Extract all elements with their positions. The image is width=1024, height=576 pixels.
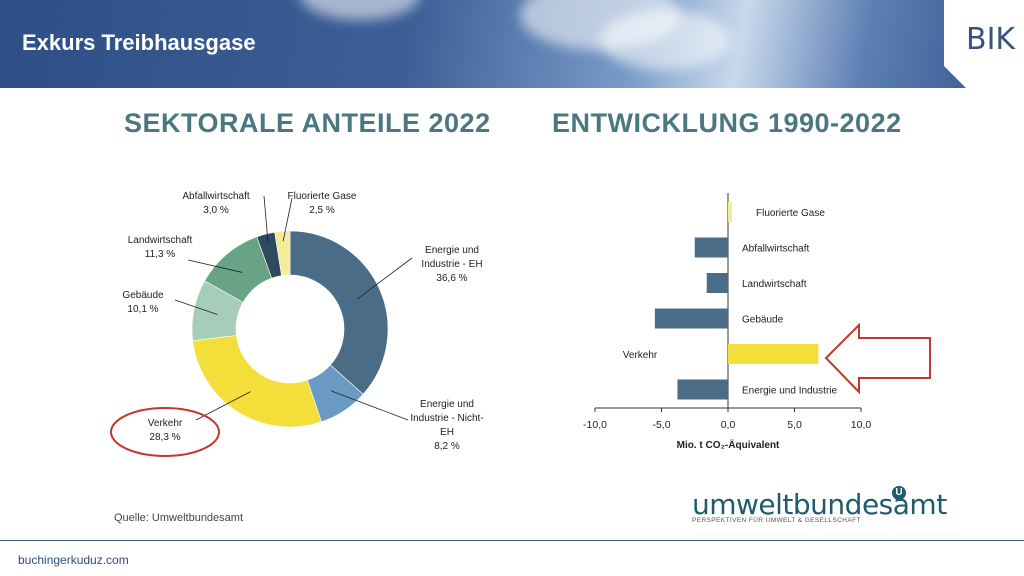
pie-label-line: Gebäude [122,290,164,301]
pie-leader-line [263,195,269,244]
pie-label-verkehr: Verkehr 28,3 % [115,417,215,445]
pie-label-line: 11,3 % [144,249,176,260]
pie-label-line: 8,2 % [434,441,460,452]
bar-category-label: Fluorierte Gase [756,208,825,219]
pie-leader-line [282,197,293,242]
bar-category-label: Gebäude [742,315,784,326]
pie-label-line: 3,0 % [203,205,229,216]
bar-fluorierte-gase [728,202,732,222]
bar-category-label: Energie und Industrie [742,386,838,397]
pie-slice-verkehr [192,335,322,428]
pie-label-line: 36,6 % [436,273,468,284]
page-title: Exkurs Treibhausgase [22,30,256,55]
pie-label-line: Energie und [425,245,479,256]
pie-label-geb-ude: Gebäude 10,1 % [93,289,193,317]
x-tick-label: 10,0 [851,419,872,431]
pie-leader-line [174,299,218,315]
right-section-title: ENTWICKLUNG 1990-2022 [552,108,902,138]
uba-tagline: PERSPEKTIVEN FÜR UMWELT & GESELLSCHAFT [692,517,861,524]
pie-label-line: Fluorierte Gase [287,191,357,202]
pie-label-fluorierte-gase: Fluorierte Gase 2,5 % [272,190,372,218]
bik-logo: BIK [966,22,1016,57]
pie-slice-energie-und-industrie-eh [289,230,389,395]
pie-label-line: Industrie - EH [421,259,483,270]
cloud-decoration [600,10,730,70]
pie-label-line: EH [440,427,454,438]
pie-label-abfallwirtschaft: Abfallwirtschaft 3,0 % [166,190,266,218]
pie-leader-line [330,390,409,421]
pie-label-energie-und-industrie-eh: Energie und Industrie - EH 36,6 % [402,244,502,286]
bar-geb-ude [654,308,728,329]
bar-category-label: Abfallwirtschaft [742,244,809,255]
pie-label-landwirtschaft: Landwirtschaft 11,3 % [110,234,210,262]
logo-badge [944,0,1024,96]
pie-leader-line [187,259,243,273]
x-tick-label: -10,0 [583,419,607,431]
x-axis-label: Mio. t CO₂-Äquivalent [677,438,780,451]
x-tick-label: -5,0 [652,419,670,431]
left-section-title: SEKTORALE ANTEILE 2022 [124,108,491,138]
pie-label-energie-und-industrie-nicht-eh: Energie und Industrie - Nicht- EH 8,2 % [397,398,497,454]
bar-abfallwirtschaft [694,237,728,258]
highlight-ellipse [110,407,220,457]
pie-slice-fluorierte-gase [274,230,291,277]
footer-divider [0,540,1024,541]
uba-logo-mark: U [892,486,906,500]
pie-label-line: 10,1 % [127,304,159,315]
bar-category-label: Verkehr [623,350,658,361]
x-tick-label: 0,0 [721,419,736,431]
bar-category-label: Landwirtschaft [742,279,807,290]
highlight-arrow [824,322,931,395]
bar-landwirtschaft [706,273,728,293]
bar-energie-und-industrie [677,379,728,400]
pie-label-line: 28,3 % [149,432,181,443]
source-note: Quelle: Umweltbundesamt [114,512,244,524]
pie-label-line: Industrie - Nicht- [410,413,484,424]
header-banner: Exkurs Treibhausgase [0,0,1024,88]
pie-label-line: 2,5 % [309,205,335,216]
pie-label-line: Landwirtschaft [127,235,193,246]
pie-leader-line [357,257,413,300]
pie-label-line: Abfallwirtschaft [182,191,250,202]
cloud-decoration [300,0,420,20]
footer-link[interactable]: buchingerkuduz.com [18,553,129,567]
x-tick-label: 5,0 [787,419,802,431]
bar-verkehr [728,344,819,364]
pie-label-line: Energie und [420,399,474,410]
pie-label-line: Verkehr [147,418,183,429]
